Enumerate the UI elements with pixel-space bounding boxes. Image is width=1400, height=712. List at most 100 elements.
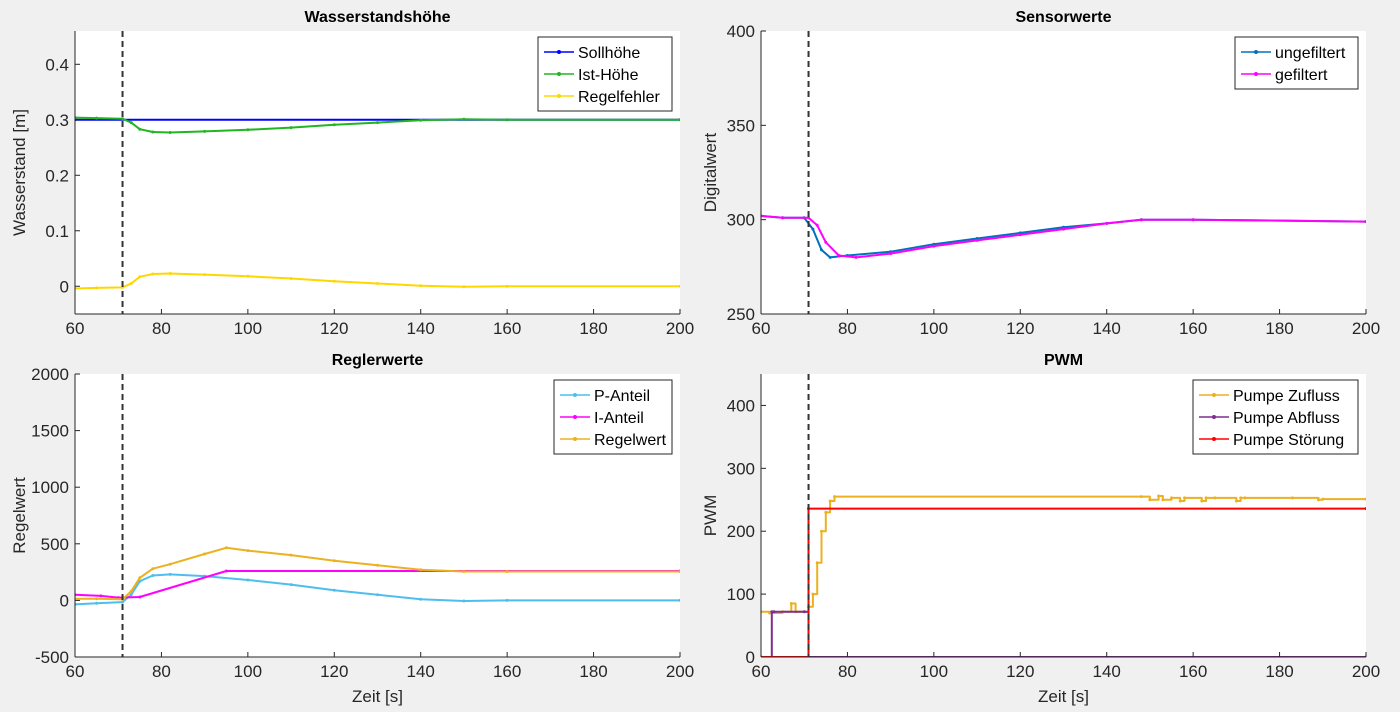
data-point bbox=[419, 568, 423, 572]
data-point bbox=[889, 252, 893, 256]
data-point bbox=[815, 561, 819, 565]
data-point bbox=[505, 598, 509, 602]
x-tick-label: 60 bbox=[66, 319, 85, 338]
x-tick-label: 80 bbox=[152, 319, 171, 338]
data-point bbox=[1321, 497, 1325, 501]
y-tick-label: 0 bbox=[60, 277, 69, 296]
legend-label: Ist-Höhe bbox=[578, 67, 639, 84]
chart-title: Wasserstandshöhe bbox=[304, 9, 450, 26]
data-point bbox=[1170, 496, 1173, 500]
legend-label: P-Anteil bbox=[594, 388, 650, 405]
data-point bbox=[151, 574, 155, 577]
data-point bbox=[833, 495, 836, 499]
data-point bbox=[376, 121, 379, 125]
legend-label: Regelwert bbox=[594, 432, 667, 449]
data-point bbox=[1178, 499, 1182, 503]
x-tick-label: 80 bbox=[838, 319, 857, 338]
x-tick-label: 100 bbox=[234, 662, 262, 681]
y-tick-label: 0.3 bbox=[45, 111, 69, 130]
y-tick-label: 0 bbox=[60, 591, 69, 610]
data-point bbox=[1161, 498, 1165, 502]
series-line-ist-h-he bbox=[75, 116, 680, 134]
data-point bbox=[419, 597, 423, 601]
legend-swatch-marker bbox=[557, 72, 561, 76]
data-point bbox=[462, 117, 466, 121]
y-tick-label: 300 bbox=[727, 211, 755, 230]
y-axis-label: PWM bbox=[701, 495, 720, 537]
series-line-p-anteil bbox=[75, 573, 680, 606]
data-point bbox=[246, 128, 250, 132]
x-tick-label: 140 bbox=[407, 319, 435, 338]
data-layer bbox=[75, 546, 680, 606]
x-tick-label: 140 bbox=[407, 662, 435, 681]
data-point bbox=[129, 121, 133, 125]
y-axis-label: Digitalwert bbox=[701, 133, 720, 213]
legend-label: Sollhöhe bbox=[578, 45, 640, 62]
data-point bbox=[1157, 494, 1161, 498]
data-point bbox=[246, 578, 250, 582]
x-tick-label: 80 bbox=[838, 662, 857, 681]
data-point bbox=[246, 274, 250, 278]
data-point bbox=[376, 563, 379, 567]
x-tick-label: 160 bbox=[493, 662, 521, 681]
data-point bbox=[376, 282, 379, 285]
data-point bbox=[168, 562, 172, 566]
x-tick-label: 120 bbox=[1006, 662, 1034, 681]
data-point bbox=[332, 123, 336, 127]
data-point bbox=[824, 510, 828, 514]
x-tick-label: 140 bbox=[1093, 662, 1121, 681]
x-tick-label: 60 bbox=[752, 319, 771, 338]
data-point bbox=[854, 255, 858, 259]
data-point bbox=[837, 254, 841, 257]
axes-3: 60 80 100 120 140 160 180 200 -500 0 500 1000 1500 20… bbox=[10, 352, 694, 706]
legend: P-Anteil I-Anteil Regelwert bbox=[553, 379, 673, 455]
y-tick-label: 400 bbox=[727, 396, 755, 415]
series-line-regelfehler bbox=[75, 272, 680, 290]
x-tick-label: 180 bbox=[1265, 662, 1293, 681]
legend-swatch-marker bbox=[1212, 415, 1216, 419]
legend-swatch-marker bbox=[557, 50, 561, 54]
x-tick-label: 200 bbox=[1352, 319, 1380, 338]
data-point bbox=[129, 282, 133, 285]
data-point bbox=[770, 610, 774, 614]
data-point bbox=[1139, 495, 1143, 499]
y-tick-label: 0 bbox=[746, 648, 755, 667]
legend-swatch-marker bbox=[557, 94, 561, 98]
y-tick-label: 0.1 bbox=[45, 222, 69, 241]
data-point bbox=[203, 273, 207, 277]
data-point bbox=[1364, 507, 1366, 511]
data-point bbox=[95, 116, 99, 120]
x-tick-label: 200 bbox=[1352, 662, 1380, 681]
legend-label: Pumpe Störung bbox=[1233, 432, 1344, 449]
data-point bbox=[289, 583, 293, 587]
data-point bbox=[121, 600, 124, 604]
data-point bbox=[121, 117, 124, 121]
x-tick-label: 180 bbox=[579, 319, 607, 338]
data-point bbox=[332, 559, 336, 563]
y-tick-label: 350 bbox=[727, 116, 755, 135]
data-point bbox=[811, 227, 815, 231]
x-tick-label: 180 bbox=[1265, 319, 1293, 338]
legend-swatch-marker bbox=[573, 393, 577, 397]
x-tick-label: 140 bbox=[1093, 319, 1121, 338]
data-point bbox=[99, 594, 103, 598]
x-tick-label: 120 bbox=[320, 662, 348, 681]
x-tick-label: 100 bbox=[920, 662, 948, 681]
y-tick-label: 200 bbox=[727, 522, 755, 541]
data-point bbox=[678, 118, 680, 122]
legend-swatch-marker bbox=[1212, 393, 1216, 397]
data-point bbox=[932, 244, 936, 248]
data-point bbox=[1018, 233, 1022, 237]
legend-label: ungefiltert bbox=[1275, 45, 1346, 62]
x-tick-label: 100 bbox=[920, 319, 948, 338]
legend-swatch-marker bbox=[1254, 50, 1258, 54]
data-point bbox=[505, 118, 509, 122]
series-line-gefiltert bbox=[761, 214, 1366, 259]
data-point bbox=[1291, 496, 1294, 500]
data-point bbox=[419, 284, 423, 288]
data-point bbox=[1139, 218, 1143, 222]
data-point bbox=[95, 597, 99, 601]
data-point bbox=[1148, 498, 1152, 502]
x-tick-label: 100 bbox=[234, 319, 262, 338]
